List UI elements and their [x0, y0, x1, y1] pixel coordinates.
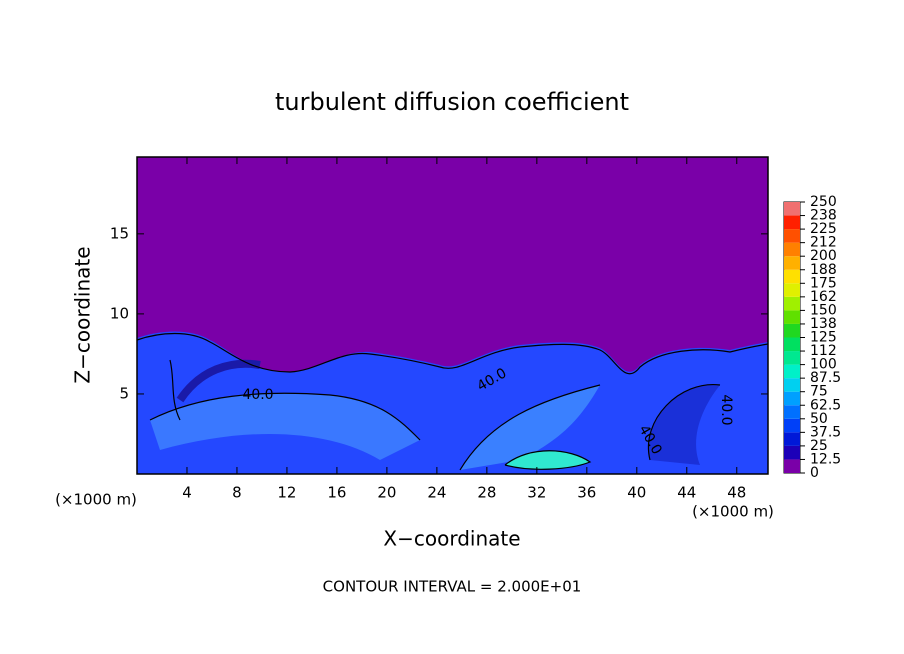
y-axis-label: Z−coordinate [71, 246, 95, 383]
y-tick-label: 15 [110, 224, 129, 242]
colorbar-tick-label: 225 [810, 221, 837, 237]
colorbar-tick-label: 75 [810, 384, 828, 400]
colorbar-swatch [784, 418, 800, 433]
x-tick-label: 8 [232, 484, 242, 502]
colorbar-tick-label: 112 [810, 343, 837, 359]
contour-lines [136, 332, 769, 471]
colorbar-tick-label: 125 [810, 330, 837, 346]
colorbar-tick-label: 0 [810, 465, 819, 481]
x-tick-label: 32 [527, 484, 546, 502]
contour-label: 40.0 [718, 394, 734, 425]
contour-interval-note: CONTOUR INTERVAL = 2.000E+01 [323, 578, 582, 596]
x-unit: (×1000 m) [692, 503, 774, 521]
x-tick-label: 48 [727, 484, 746, 502]
field-streak [150, 393, 420, 460]
colorbar-tick-label: 62.5 [810, 397, 841, 413]
y-unit: (×1000 m) [55, 491, 137, 509]
colorbar-tick-label: 175 [810, 275, 837, 291]
x-tick-label: 36 [577, 484, 596, 502]
x-tick-label: 4 [182, 484, 192, 502]
colorbar-swatch [784, 391, 800, 406]
x-tick-label: 44 [677, 484, 696, 502]
colorbar-tick-label: 37.5 [810, 424, 841, 440]
colorbar-tick-label: 212 [810, 235, 837, 251]
colorbar-tick-label: 50 [810, 411, 828, 427]
colorbar-swatch [784, 337, 800, 352]
x-tick-label: 16 [327, 484, 346, 502]
colorbar-swatch [784, 256, 800, 270]
colorbar-swatch [784, 229, 800, 243]
colorbar-tick-label: 162 [810, 289, 837, 305]
field-streak [460, 385, 600, 470]
colorbar-swatch [784, 459, 800, 473]
y-tick-label: 10 [110, 304, 129, 322]
y-tick-label: 5 [119, 384, 129, 402]
colorbar-tick-label: 250 [810, 194, 837, 210]
colorbar-swatch [784, 296, 800, 311]
colorbar-tick-label: 138 [810, 316, 837, 332]
colorbar-tick-label: 100 [810, 357, 837, 373]
colorbar-swatch [784, 269, 800, 284]
field-peak [505, 450, 590, 470]
chart-title: turbulent diffusion coefficient [275, 88, 629, 116]
colorbar-tick-label: 12.5 [810, 451, 841, 467]
x-axis-label: X−coordinate [383, 527, 520, 551]
colorbar-swatch [784, 215, 800, 230]
colorbar-tick-label: 238 [810, 208, 837, 224]
colorbar-tick-label: 25 [810, 438, 828, 454]
x-tick-label: 40 [627, 484, 646, 502]
colorbar-tick-label: 87.5 [810, 370, 841, 386]
contour-label: 40.0 [242, 387, 273, 403]
x-tick-label: 24 [427, 484, 446, 502]
colorbar-tick-label: 188 [810, 262, 837, 278]
x-tick-label: 20 [377, 484, 396, 502]
colorbar-tick-label: 200 [810, 248, 837, 264]
colorbar-swatch [784, 242, 800, 257]
colorbar-swatch [784, 405, 800, 419]
colorbar-swatch [784, 323, 800, 338]
colorbar-swatch [784, 364, 800, 379]
x-tick-label: 12 [277, 484, 296, 502]
colorbar-swatch [784, 378, 800, 392]
colorbar-swatch [784, 432, 800, 446]
field [136, 157, 769, 474]
colorbar-swatch [784, 445, 800, 460]
colorbar-swatch [784, 202, 800, 216]
colorbar-swatch [784, 351, 800, 365]
x-tick-label: 28 [477, 484, 496, 502]
turbulent-layer [137, 331, 768, 474]
colorbar-swatch [784, 310, 800, 324]
plot-frame [136, 156, 769, 475]
field-patch [648, 384, 720, 465]
colorbar-swatch [784, 283, 800, 297]
colorbar-tick-label: 150 [810, 302, 837, 318]
